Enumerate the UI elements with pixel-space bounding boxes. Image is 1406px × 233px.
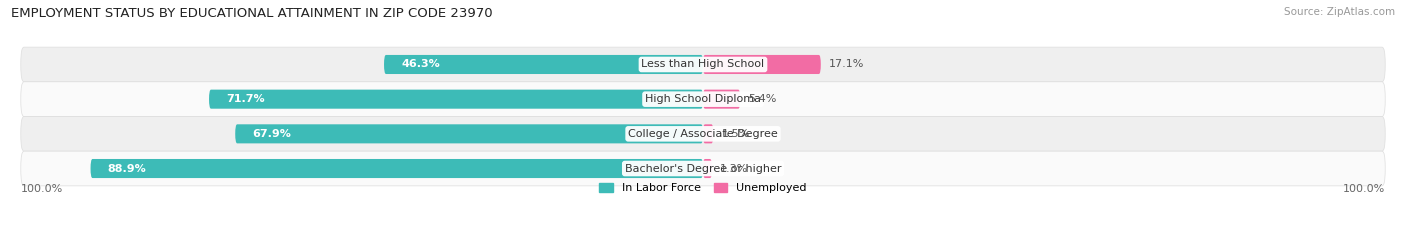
- Text: High School Diploma: High School Diploma: [645, 94, 761, 104]
- FancyBboxPatch shape: [703, 159, 711, 178]
- Text: 100.0%: 100.0%: [21, 184, 63, 194]
- Text: Source: ZipAtlas.com: Source: ZipAtlas.com: [1284, 7, 1395, 17]
- Text: 67.9%: 67.9%: [253, 129, 291, 139]
- FancyBboxPatch shape: [703, 90, 740, 109]
- Text: 88.9%: 88.9%: [108, 164, 146, 174]
- Text: Bachelor's Degree or higher: Bachelor's Degree or higher: [624, 164, 782, 174]
- Text: College / Associate Degree: College / Associate Degree: [628, 129, 778, 139]
- Text: EMPLOYMENT STATUS BY EDUCATIONAL ATTAINMENT IN ZIP CODE 23970: EMPLOYMENT STATUS BY EDUCATIONAL ATTAINM…: [11, 7, 494, 20]
- FancyBboxPatch shape: [703, 124, 713, 143]
- FancyBboxPatch shape: [209, 90, 703, 109]
- Text: 46.3%: 46.3%: [401, 59, 440, 69]
- FancyBboxPatch shape: [21, 47, 1385, 82]
- Text: 17.1%: 17.1%: [830, 59, 865, 69]
- FancyBboxPatch shape: [384, 55, 703, 74]
- FancyBboxPatch shape: [21, 151, 1385, 186]
- Text: 71.7%: 71.7%: [226, 94, 264, 104]
- Text: Less than High School: Less than High School: [641, 59, 765, 69]
- FancyBboxPatch shape: [90, 159, 703, 178]
- Text: 1.3%: 1.3%: [720, 164, 748, 174]
- FancyBboxPatch shape: [21, 82, 1385, 116]
- FancyBboxPatch shape: [235, 124, 703, 143]
- Text: 1.5%: 1.5%: [721, 129, 749, 139]
- FancyBboxPatch shape: [703, 55, 821, 74]
- Legend: In Labor Force, Unemployed: In Labor Force, Unemployed: [599, 182, 807, 193]
- Text: 5.4%: 5.4%: [748, 94, 778, 104]
- FancyBboxPatch shape: [21, 116, 1385, 151]
- Text: 100.0%: 100.0%: [1343, 184, 1385, 194]
